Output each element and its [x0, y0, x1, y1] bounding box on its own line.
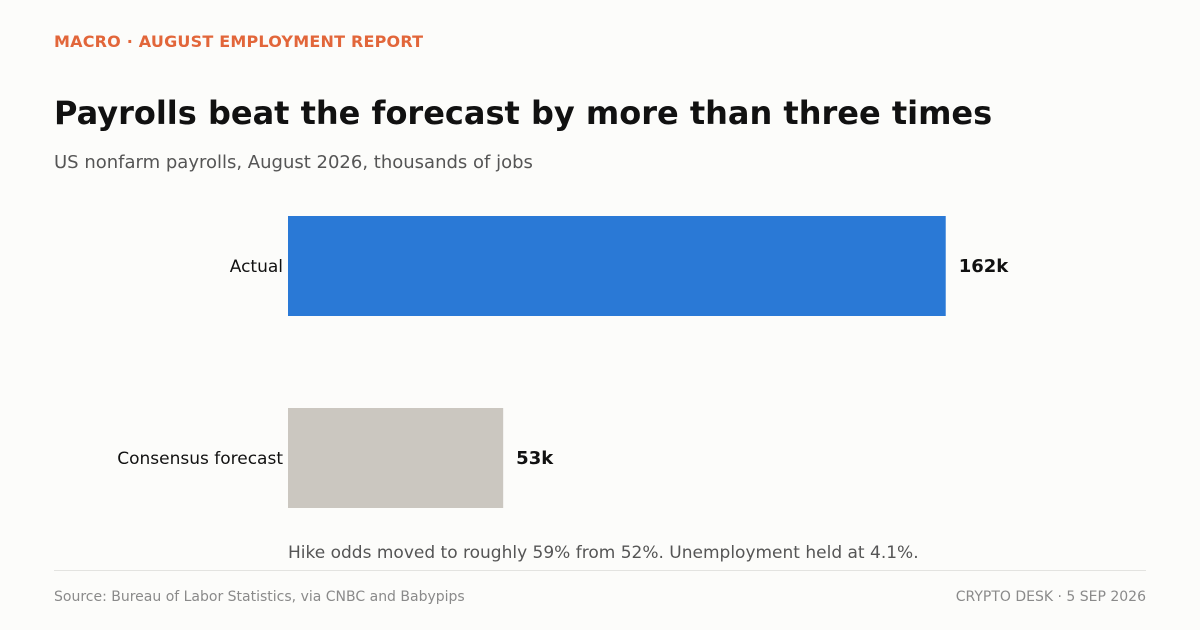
- bar-actual: [288, 216, 946, 316]
- category-label: Actual: [230, 257, 283, 277]
- source-note: Source: Bureau of Labor Statistics, via …: [54, 589, 465, 605]
- value-label: 53k: [516, 448, 554, 469]
- value-label: 162k: [959, 256, 1010, 277]
- chart-annotation: Hike odds moved to roughly 59% from 52%.…: [288, 543, 919, 563]
- brand-dateline: CRYPTO DESK · 5 SEP 2026: [955, 589, 1146, 605]
- bar-consensus-forecast: [288, 408, 504, 508]
- kicker-label: MACRO · AUGUST EMPLOYMENT REPORT: [54, 32, 424, 51]
- category-label: Consensus forecast: [117, 449, 283, 469]
- footer-divider: [54, 570, 1146, 571]
- chart-subtitle: US nonfarm payrolls, August 2026, thousa…: [54, 152, 533, 173]
- chart-title: Payrolls beat the forecast by more than …: [54, 94, 993, 132]
